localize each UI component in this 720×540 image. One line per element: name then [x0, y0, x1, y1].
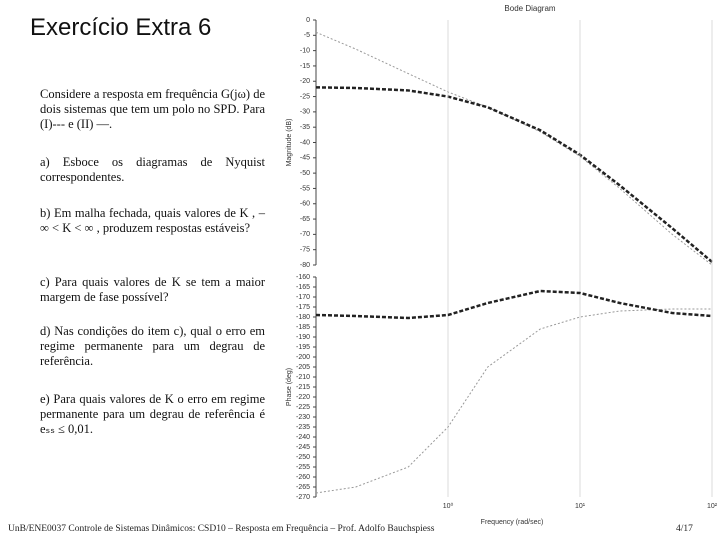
y-tick-label: 0: [306, 17, 310, 24]
y-axis-label: Phase (deg): [286, 368, 293, 406]
y-tick-label: -75: [300, 247, 310, 254]
y-tick-label: -170: [296, 294, 310, 301]
paragraph: Considere a resposta em frequência G(jω)…: [40, 87, 265, 131]
y-tick-label: -80: [300, 262, 310, 269]
y-tick-label: -190: [296, 334, 310, 341]
y-tick-label: -265: [296, 484, 310, 491]
y-tick-label: -240: [296, 434, 310, 441]
footer: UnB/ENE0037 Controle de Sistemas Dinâmic…: [8, 524, 435, 534]
y-tick-label: -20: [300, 78, 310, 85]
y-tick-label: -40: [300, 139, 310, 146]
paragraph: e) Para quais valores de K o erro em reg…: [40, 392, 265, 436]
series-line: [315, 31, 713, 266]
y-tick-label: -50: [300, 170, 310, 177]
page-number: 4/17: [676, 524, 693, 534]
y-tick-label: -35: [300, 124, 310, 131]
paragraph: a) Esboce os diagramas de Nyquist corres…: [40, 155, 265, 184]
y-tick-label: -270: [296, 494, 310, 501]
y-tick-label: -210: [296, 374, 310, 381]
y-tick-label: -15: [300, 63, 310, 70]
y-tick-label: -60: [300, 201, 310, 208]
x-tick-label: 10⁰: [443, 502, 454, 510]
x-tick-label: 10¹: [575, 503, 586, 510]
y-tick-label: -235: [296, 424, 310, 431]
y-tick-label: -45: [300, 155, 310, 162]
y-tick-label: -250: [296, 454, 310, 461]
y-tick-label: -200: [296, 354, 310, 361]
paragraph: c) Para quais valores de K se tem a maio…: [40, 275, 265, 304]
y-tick-label: -255: [296, 464, 310, 471]
y-tick-label: -175: [296, 304, 310, 311]
series-line: [315, 308, 712, 494]
y-tick-label: -245: [296, 444, 310, 451]
y-tick-label: -225: [296, 404, 310, 411]
y-tick-label: -220: [296, 394, 310, 401]
y-tick-label: -5: [304, 32, 310, 39]
chart-title: Bode Diagram: [504, 4, 555, 13]
y-tick-label: -260: [296, 474, 310, 481]
y-tick-label: -205: [296, 364, 310, 371]
series-line: [315, 86, 713, 263]
paragraph: b) Em malha fechada, quais valores de K …: [40, 206, 265, 235]
y-tick-label: -160: [296, 274, 310, 281]
series-line: [315, 289, 713, 320]
y-tick-label: -55: [300, 185, 310, 192]
y-tick-label: -215: [296, 384, 310, 391]
y-tick-label: -25: [300, 93, 310, 100]
y-axis-label: Magnitude (dB): [286, 119, 293, 167]
y-tick-label: -195: [296, 344, 310, 351]
y-tick-label: -165: [296, 284, 310, 291]
y-tick-label: -185: [296, 324, 310, 331]
y-tick-label: -10: [300, 47, 310, 54]
x-tick-label: 10²: [707, 503, 718, 510]
paragraph: d) Nas condições do item c), qual o erro…: [40, 324, 265, 368]
y-tick-label: -180: [296, 314, 310, 321]
y-tick-label: -230: [296, 414, 310, 421]
y-tick-label: -70: [300, 231, 310, 238]
y-tick-label: -65: [300, 216, 310, 223]
slide-title: Exercício Extra 6: [30, 14, 212, 41]
y-tick-label: -30: [300, 109, 310, 116]
x-axis-label: Frequency (rad/sec): [481, 519, 544, 526]
